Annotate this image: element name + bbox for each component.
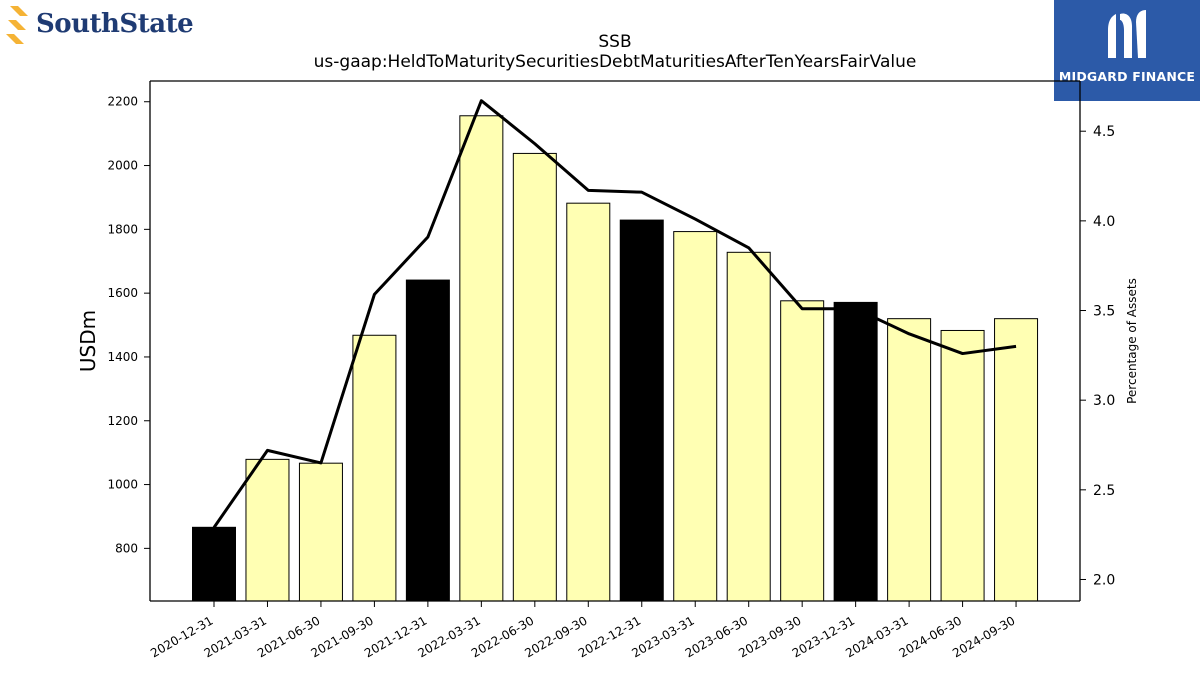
bar-2021-03-31 bbox=[245, 458, 290, 602]
bar-2022-06-30 bbox=[512, 152, 557, 602]
bar-2022-03-31 bbox=[459, 115, 504, 602]
y2-tick-label-2.0: 2.0 bbox=[1093, 572, 1115, 588]
y2-tick-label-3.5: 3.5 bbox=[1093, 304, 1115, 320]
percentage-line bbox=[212, 99, 1017, 529]
y2-tick-label-3.0: 3.0 bbox=[1093, 393, 1115, 409]
chart-title: SSB bbox=[598, 32, 632, 52]
southstate-logo-text: SouthState bbox=[36, 9, 194, 39]
bar-2022-12-31 bbox=[619, 219, 664, 602]
bar-2023-06-30 bbox=[726, 251, 771, 602]
southstate-logo: SouthState bbox=[4, 4, 194, 44]
bar-2023-12-31 bbox=[833, 301, 878, 602]
y-tick-label-1200: 1200 bbox=[107, 414, 138, 428]
southstate-logo-icon bbox=[6, 6, 28, 44]
y-tick-label-800: 800 bbox=[115, 541, 138, 555]
midgard-logo-text: MIDGARD FINANCE bbox=[1058, 69, 1196, 84]
bar-2021-06-30 bbox=[298, 462, 343, 602]
y2-tick-label-2.5: 2.5 bbox=[1093, 483, 1115, 499]
y-tick-label-1400: 1400 bbox=[107, 350, 138, 364]
bar-2021-12-31 bbox=[405, 279, 450, 602]
y-tick-label-2200: 2200 bbox=[107, 95, 138, 109]
y-tick-label-1600: 1600 bbox=[107, 286, 138, 300]
y2-axis-label: Percentage of Assets bbox=[1125, 278, 1139, 404]
bar-2024-03-31 bbox=[887, 318, 932, 602]
y-tick-label-1800: 1800 bbox=[107, 222, 138, 236]
bar-2020-12-31 bbox=[192, 526, 236, 602]
y-tick-label-1000: 1000 bbox=[107, 478, 138, 492]
y2-tick-label-4.5: 4.5 bbox=[1093, 124, 1115, 140]
y-axis-label: USDm bbox=[76, 310, 100, 372]
bar-2023-09-30 bbox=[780, 300, 825, 602]
bar-2024-09-30 bbox=[994, 318, 1039, 602]
bar-2024-06-30 bbox=[940, 329, 985, 602]
bar-2023-03-31 bbox=[673, 231, 718, 602]
bar-2022-09-30 bbox=[566, 202, 611, 602]
chart-subtitle: us-gaap:HeldToMaturitySecuritiesDebtMatu… bbox=[313, 52, 917, 72]
midgard-logo-icon bbox=[1108, 10, 1146, 58]
y2-tick-label-4.0: 4.0 bbox=[1093, 214, 1115, 230]
midgard-finance-logo: MIDGARD FINANCE bbox=[1054, 0, 1200, 101]
bar-2021-09-30 bbox=[352, 334, 397, 602]
y-tick-label-2000: 2000 bbox=[107, 159, 138, 173]
